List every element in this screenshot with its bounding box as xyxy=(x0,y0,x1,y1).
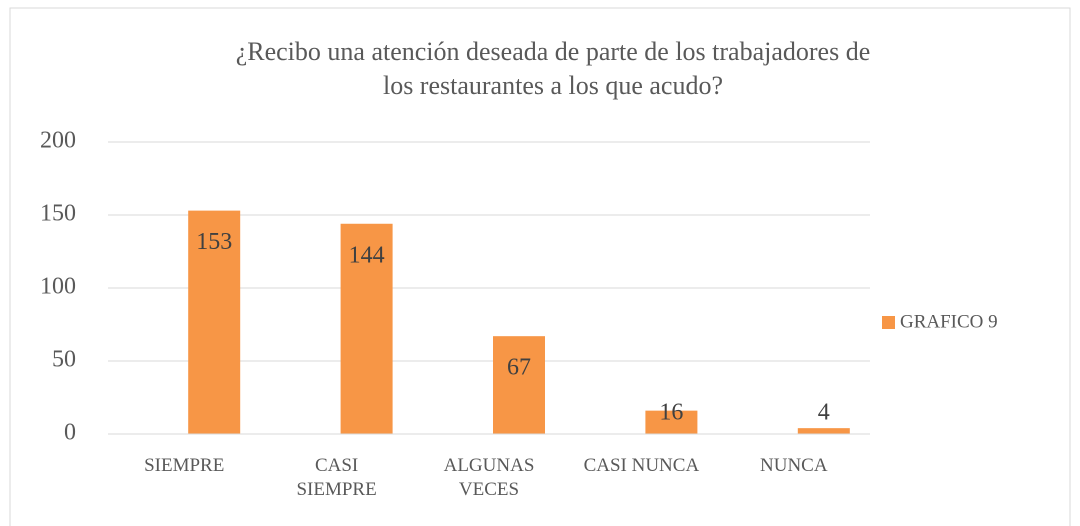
y-tick-label: 50 xyxy=(52,347,76,373)
x-tick-label: ALGUNAS VECES xyxy=(443,455,535,500)
legend-swatch xyxy=(882,316,895,329)
chart-border xyxy=(9,7,1071,526)
bar xyxy=(493,336,545,434)
y-tick-label: 200 xyxy=(40,128,76,154)
x-tick-label: CASI SIEMPRE xyxy=(296,455,377,500)
y-tick-label: 150 xyxy=(40,201,76,227)
data-label: 16 xyxy=(659,400,683,426)
x-tick-label: CASI NUNCA xyxy=(583,455,700,476)
legend-label: GRAFICO 9 xyxy=(900,311,998,332)
x-tick-label: NUNCA xyxy=(760,455,828,476)
data-label: 153 xyxy=(196,229,232,255)
x-tick-label: SIEMPRE xyxy=(144,455,225,476)
bar xyxy=(340,223,393,434)
bar xyxy=(188,210,241,434)
y-tick-label: 0 xyxy=(64,420,76,446)
y-tick-label: 100 xyxy=(40,274,76,300)
chart-title: los restaurantes a los que acudo? xyxy=(383,71,723,100)
bar xyxy=(797,428,850,434)
bar xyxy=(645,410,698,434)
data-label: 67 xyxy=(507,355,531,381)
data-label: 144 xyxy=(349,242,385,268)
data-label: 4 xyxy=(818,400,830,426)
chart-title: ¿Recibo una atención deseada de parte de… xyxy=(236,37,871,66)
